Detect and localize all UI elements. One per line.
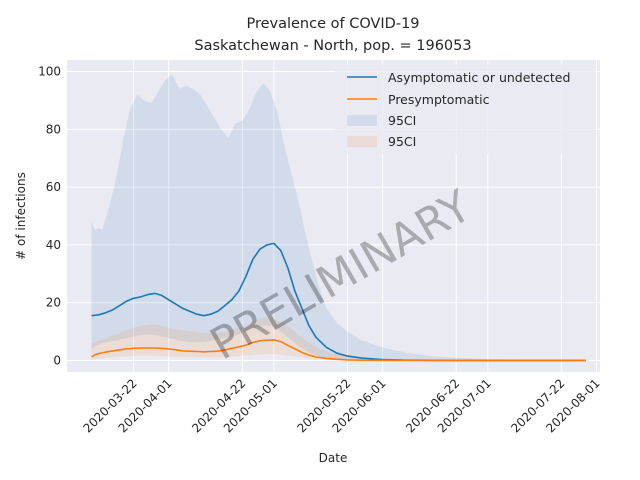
legend-label-presymptomatic: Presymptomatic (388, 92, 490, 107)
legend-box (335, 64, 595, 154)
legend-label-band-asymptomatic: 95CI (388, 113, 416, 128)
series-line (91, 242, 586, 362)
legend-swatch-band-presymptomatic (347, 136, 377, 147)
chart-title: Prevalence of COVID-19 (246, 16, 419, 32)
legend-label-band-presymptomatic: 95CI (388, 134, 416, 149)
legend-label-asymptomatic: Asymptomatic or undetected (388, 70, 570, 85)
y-tick-label: 60 (46, 180, 61, 194)
y-tick-label: 40 (46, 238, 61, 252)
y-axis-label: # of infections (14, 172, 28, 260)
x-axis-label: Date (319, 451, 348, 465)
grid-lines (67, 60, 600, 372)
y-tick-label: 80 (46, 122, 61, 136)
series-lines (91, 242, 586, 362)
legend-swatch-band-asymptomatic (347, 115, 377, 126)
ci-band (91, 317, 586, 361)
legend: Asymptomatic or undetected Presymptomati… (335, 64, 595, 154)
chart-subtitle: Saskatchewan - North, pop. = 196053 (194, 38, 471, 54)
series-line (91, 339, 586, 362)
y-tick-label: 0 (53, 353, 61, 367)
y-tick-label: 20 (46, 296, 61, 310)
confidence-bands (91, 74, 586, 361)
ci-band (91, 74, 586, 361)
y-tick-label: 100 (38, 65, 61, 79)
